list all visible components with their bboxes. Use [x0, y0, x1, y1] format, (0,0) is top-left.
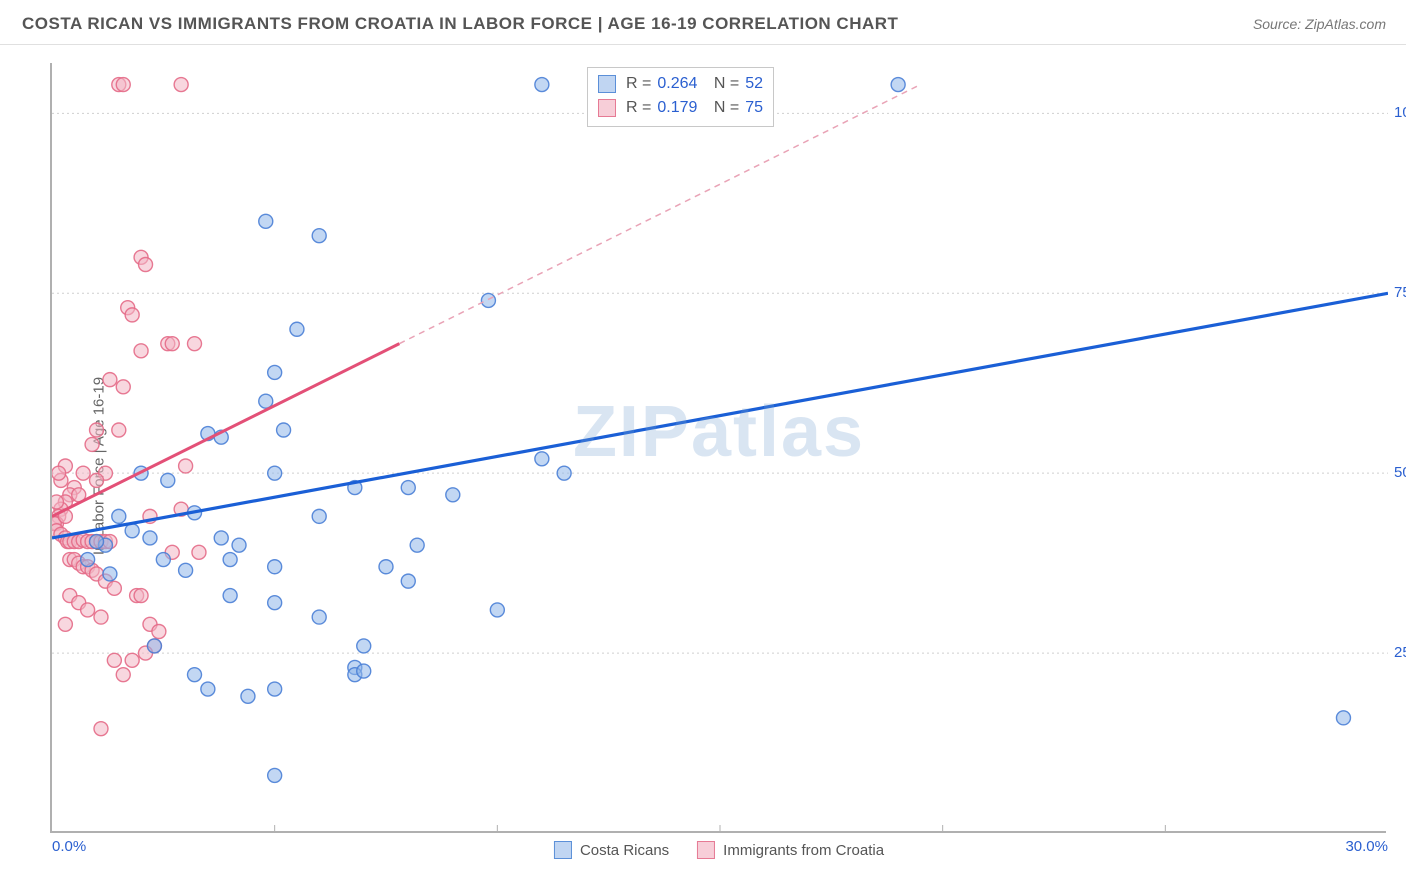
y-tick-label: 75.0%	[1394, 284, 1406, 301]
chart-header: COSTA RICAN VS IMMIGRANTS FROM CROATIA I…	[0, 0, 1406, 45]
legend-swatch-icon	[554, 841, 572, 859]
correlation-stats-box: R = 0.264 N = 52 R = 0.179 N = 75	[587, 67, 774, 127]
source-attribution: Source: ZipAtlas.com	[1253, 16, 1386, 32]
source-prefix: Source:	[1253, 16, 1305, 32]
legend-label: Costa Ricans	[580, 842, 669, 859]
stats-text: R = 0.179 N = 75	[626, 96, 763, 120]
stats-row: R = 0.264 N = 52	[598, 72, 763, 96]
legend-swatch-icon	[697, 841, 715, 859]
stats-row: R = 0.179 N = 75	[598, 96, 763, 120]
source-name: ZipAtlas.com	[1305, 16, 1386, 32]
y-tick-label: 100.0%	[1394, 104, 1406, 121]
plot-region: ZIPatlas R = 0.264 N = 52 R = 0.179	[50, 63, 1386, 833]
r-label: R =	[626, 72, 651, 96]
r-value: 0.264	[657, 72, 697, 96]
n-value: 75	[745, 96, 763, 120]
r-value: 0.179	[657, 96, 697, 120]
x-tick-label: 0.0%	[52, 838, 86, 855]
y-tick-label: 25.0%	[1394, 644, 1406, 661]
stats-swatch-icon	[598, 99, 616, 117]
n-value: 52	[745, 72, 763, 96]
legend-item: Costa Ricans	[554, 841, 669, 859]
chart-area: In Labor Force | Age 16-19 ZIPatlas R = …	[0, 45, 1406, 887]
plot-svg	[52, 63, 1388, 833]
y-tick-label: 50.0%	[1394, 464, 1406, 481]
n-label: N =	[714, 96, 739, 120]
legend-label: Immigrants from Croatia	[723, 842, 884, 859]
r-label: R =	[626, 96, 651, 120]
stats-text: R = 0.264 N = 52	[626, 72, 763, 96]
legend-item: Immigrants from Croatia	[697, 841, 884, 859]
x-tick-label: 30.0%	[1345, 838, 1388, 855]
legend-bottom: Costa Ricans Immigrants from Croatia	[554, 841, 884, 859]
n-label: N =	[714, 72, 739, 96]
stats-swatch-icon	[598, 75, 616, 93]
chart-title: COSTA RICAN VS IMMIGRANTS FROM CROATIA I…	[22, 14, 898, 34]
